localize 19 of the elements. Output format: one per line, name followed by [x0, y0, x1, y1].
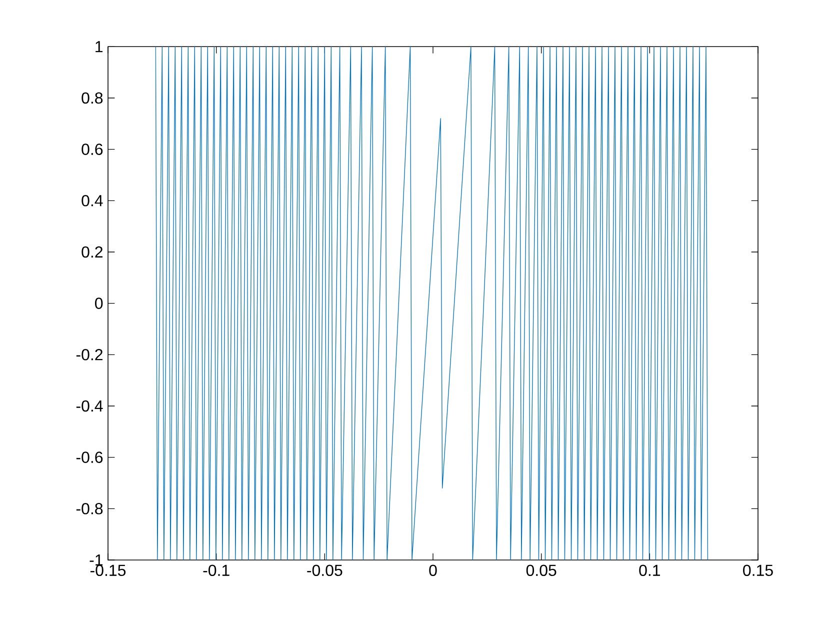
y-tick-label: 0.8	[82, 92, 103, 104]
x-tick-label: 0	[429, 564, 437, 576]
y-tick-label: -0.2	[76, 348, 102, 360]
y-tick-label: -0.8	[76, 502, 103, 514]
x-tick-label: 0.15	[743, 564, 773, 576]
y-tick-label: -0.4	[76, 400, 103, 412]
x-tick-label: -0.1	[203, 564, 230, 576]
y-tick-label: 0.6	[82, 144, 103, 155]
y-tick-label: -0.6	[76, 452, 103, 463]
line-series	[155, 46, 708, 560]
y-tick-label: 0.2	[82, 246, 102, 258]
y-tick-label: 0.4	[82, 194, 103, 206]
y-tick-label: -1	[90, 554, 103, 566]
x-tick-label: -0.05	[307, 564, 342, 576]
x-tick-label: -0.15	[90, 564, 126, 576]
y-tick-label: 0	[95, 298, 103, 309]
x-tick-label: 0.05	[526, 564, 556, 576]
x-tick-label: 0.1	[639, 564, 660, 576]
y-tick-label: 1	[96, 41, 103, 52]
